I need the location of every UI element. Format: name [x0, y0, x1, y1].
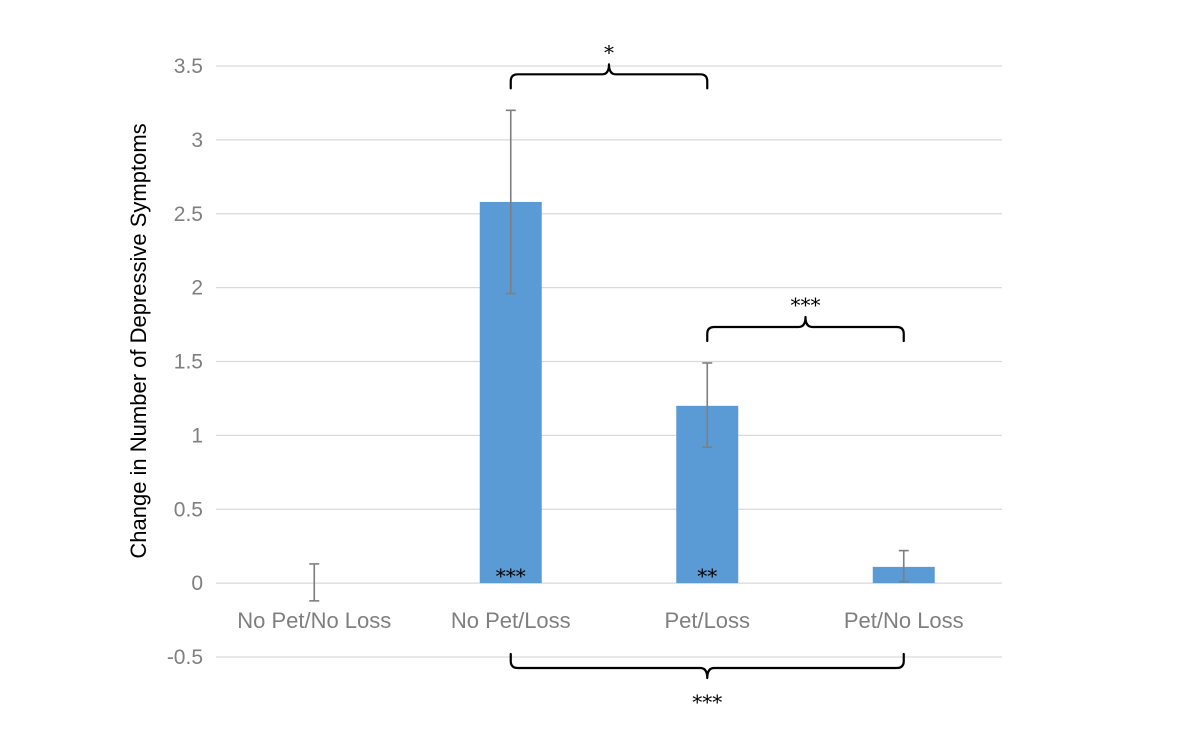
y-tick-label: 0 [191, 572, 203, 595]
y-tick-labels: -0.5 0 0.5 1 1.5 2 2.5 3 3.5 [167, 55, 203, 669]
bracket-significance-label: *** [692, 690, 722, 714]
error-bar [309, 563, 320, 602]
bracket-significance-label: * [604, 40, 614, 64]
error-bar [702, 362, 713, 448]
significance-brackets: ******* [509, 40, 905, 714]
category-labels: No Pet/No Loss No Pet/Loss Pet/Loss Pet/No … [237, 608, 963, 633]
category-label: Pet/No Loss [844, 608, 964, 633]
y-tick-label: 3 [191, 129, 203, 152]
error-bar [505, 109, 516, 295]
category-label: Pet/Loss [664, 608, 750, 633]
bracket-line [509, 63, 709, 90]
significance-bracket: * [509, 40, 709, 90]
category-label: No Pet/No Loss [237, 608, 391, 633]
bracket-line [509, 652, 905, 680]
category-label: No Pet/Loss [451, 608, 571, 633]
bar-significance-label: *** [496, 564, 526, 588]
y-tick-label: 1.5 [174, 351, 203, 374]
bar-significance-label: ** [697, 564, 717, 588]
error-bar [898, 549, 909, 583]
bar-annotations: *** ** [496, 564, 718, 588]
y-tick-label: 2 [191, 277, 203, 300]
y-tick-label: 0.5 [174, 498, 203, 521]
y-tick-label: -0.5 [167, 646, 203, 669]
y-tick-label: 3.5 [174, 55, 203, 78]
significance-bracket: *** [509, 652, 905, 714]
y-axis-label: Change in Number of Depressive Symptoms [126, 123, 151, 558]
bracket-significance-label: *** [791, 293, 821, 317]
bracket-line [706, 315, 905, 343]
y-tick-label: 1 [191, 424, 203, 447]
error-bars [309, 109, 909, 602]
y-tick-label: 2.5 [174, 203, 203, 226]
significance-bracket: *** [706, 293, 905, 343]
